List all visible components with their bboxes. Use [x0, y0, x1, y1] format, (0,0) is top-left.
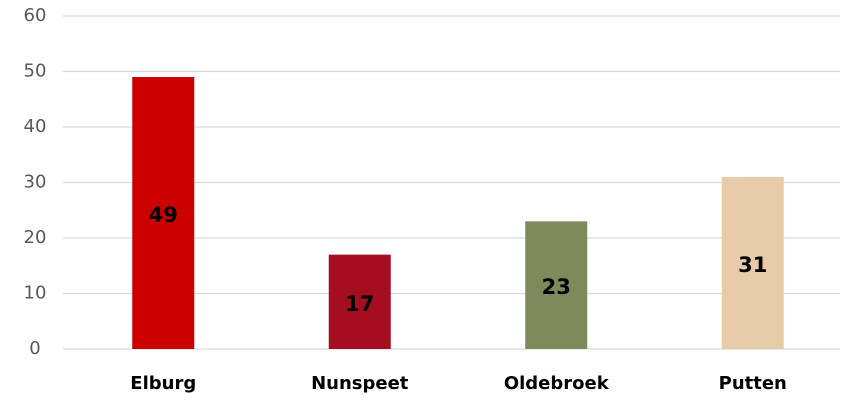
- data-label: 49: [149, 203, 178, 227]
- x-tick-label: Nunspeet: [311, 373, 409, 394]
- data-label: 17: [345, 292, 374, 316]
- data-label: 23: [542, 275, 571, 299]
- y-tick-label: 50: [24, 61, 47, 82]
- y-tick-label: 10: [24, 283, 47, 304]
- y-tick-label: 30: [24, 172, 47, 193]
- bar: [525, 221, 588, 349]
- x-tick-label: Putten: [719, 373, 787, 394]
- bar: [721, 176, 784, 349]
- data-label: 31: [738, 253, 767, 277]
- bar: [132, 77, 195, 350]
- x-tick-label: Elburg: [130, 373, 196, 394]
- bar: [328, 254, 391, 349]
- y-tick-label: 60: [24, 5, 47, 26]
- y-tick-label: 40: [24, 116, 47, 137]
- y-tick-label: 20: [24, 227, 47, 248]
- y-tick-label: 0: [29, 338, 40, 359]
- x-tick-label: Oldebroek: [504, 373, 610, 394]
